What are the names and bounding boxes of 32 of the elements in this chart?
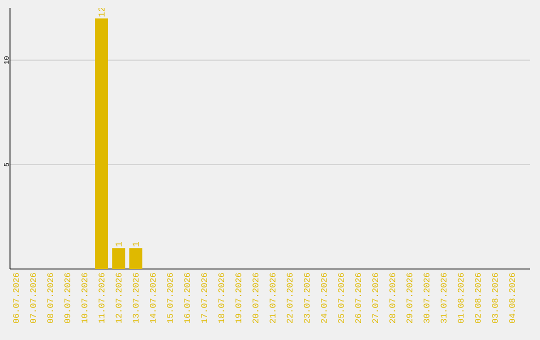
x-tick-label: 04.08.2026 xyxy=(509,273,515,324)
data-label: 1 xyxy=(116,242,122,246)
x-tick-label: 16.07.2026 xyxy=(184,273,190,323)
x-tick-label: 02.08.2026 xyxy=(474,273,481,324)
x-tick-label: 07.07.2026 xyxy=(30,273,36,324)
x-tick-label: 17.07.2026 xyxy=(201,273,208,323)
x-tick-label: 19.07.2026 xyxy=(235,273,242,323)
x-tick-label: 15.07.2026 xyxy=(167,273,173,323)
x-tick-label: 14.07.2026 xyxy=(150,273,156,323)
x-tick-label: 30.07.2026 xyxy=(424,273,430,324)
x-tick-label: 22.07.2026 xyxy=(286,273,293,323)
x-tick-label: 10.07.2026 xyxy=(82,273,88,323)
x-tick-label: 11.07.2026 xyxy=(98,273,104,323)
x-tick-label: 26.07.2026 xyxy=(355,273,361,323)
x-tick-label: 06.07.2026 xyxy=(13,273,19,324)
x-tick-label: 01.08.2026 xyxy=(458,273,464,324)
x-tick-label: 09.07.2026 xyxy=(64,273,70,324)
x-tick-label: 28.07.2026 xyxy=(389,273,396,323)
x-tick-label: 25.07.2026 xyxy=(338,273,344,323)
x-tick-label: 31.07.2026 xyxy=(440,273,447,324)
x-tick-label: 20.07.2026 xyxy=(252,273,258,323)
x-tick-label: 23.07.2026 xyxy=(304,273,310,323)
x-tick-label: 12.07.2026 xyxy=(116,273,122,323)
x-tick-label: 29.07.2026 xyxy=(406,273,412,323)
x-tick-label: 27.07.2026 xyxy=(372,273,378,323)
x-tick-label: 13.07.2026 xyxy=(132,273,139,323)
x-tick-label: 08.07.2026 xyxy=(47,273,54,324)
x-tick-label: 03.08.2026 xyxy=(492,273,498,324)
data-label: 1 xyxy=(132,242,139,246)
x-tick-label: 24.07.2026 xyxy=(320,273,327,323)
x-tick-label: 21.07.2026 xyxy=(270,273,276,323)
x-tick-label: 18.07.2026 xyxy=(218,273,224,323)
